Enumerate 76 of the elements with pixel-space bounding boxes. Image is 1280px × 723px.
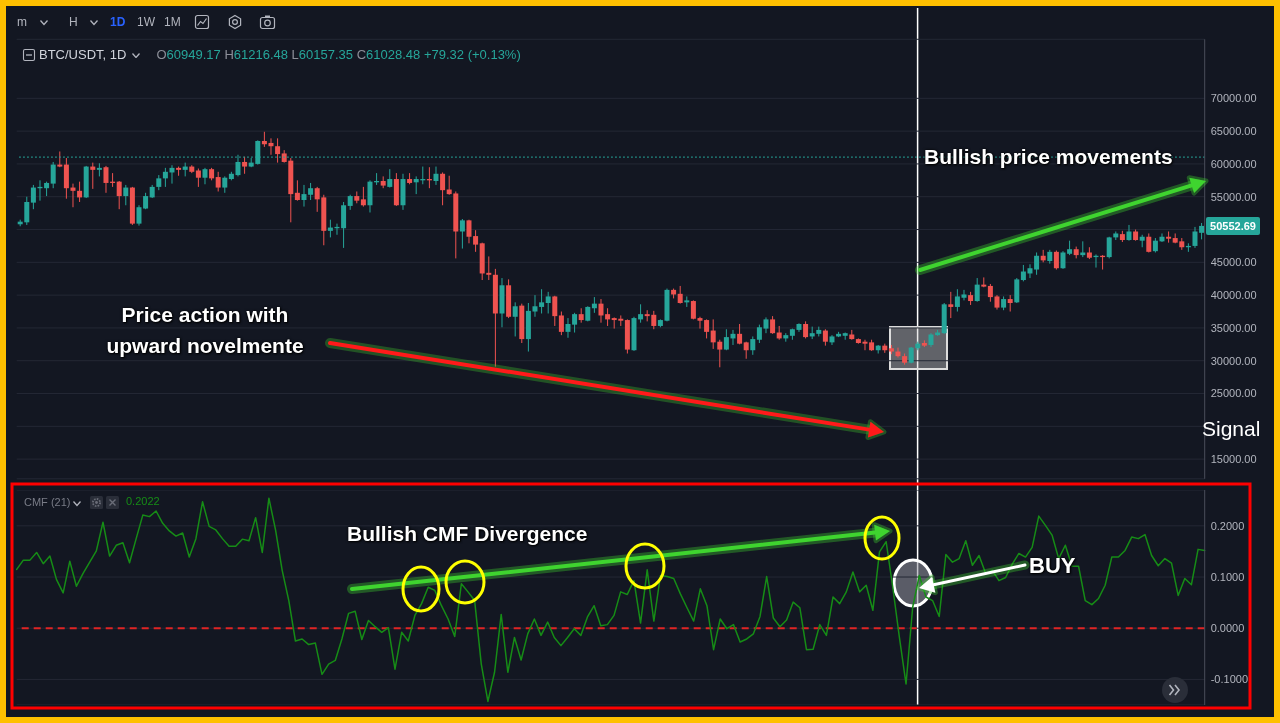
- candlestick: [572, 312, 578, 334]
- candlestick: [512, 301, 518, 337]
- annotation: BUY: [1029, 553, 1076, 579]
- candlestick: [24, 196, 30, 226]
- text: CMF (21): [24, 496, 71, 509]
- annotation: Signal: [1202, 417, 1261, 441]
- y-tick-label: 65000.00: [1210, 125, 1257, 138]
- candlestick: [1166, 231, 1172, 244]
- candlestick: [103, 165, 109, 194]
- candlestick: [195, 168, 201, 188]
- candlestick: [294, 179, 300, 202]
- candlestick: [116, 180, 122, 210]
- candlestick: [341, 201, 347, 249]
- y-tick-label: 0.1000: [1210, 570, 1245, 583]
- candlestick: [63, 157, 69, 200]
- y-tick-label: 0.0000: [1210, 622, 1245, 635]
- text: O60949.17 H61216.48 L60157.35 C61028.48 +79.32 (+0.13%): [156, 47, 521, 62]
- candlestick: [360, 186, 366, 208]
- candlestick: [77, 181, 83, 203]
- candlestick: [638, 303, 644, 324]
- candlestick: [545, 291, 551, 314]
- candlestick: [90, 162, 96, 190]
- candlestick: [717, 339, 723, 368]
- y-tick-label: 30000.00: [1210, 354, 1257, 367]
- candlestick: [1034, 251, 1040, 276]
- candlestick: [162, 167, 168, 188]
- annotation: Bullish price movements: [924, 145, 1173, 169]
- candlestick: [50, 161, 56, 189]
- text: m: [17, 15, 27, 29]
- y-tick-label: 40000.00: [1210, 289, 1257, 302]
- candlestick: [440, 171, 446, 206]
- candlestick: [750, 335, 756, 356]
- text: 1M: [164, 15, 181, 29]
- y-tick-label: 0.2000: [1210, 519, 1245, 532]
- y-tick-label: 60000.00: [1210, 157, 1257, 170]
- candlestick: [704, 318, 710, 339]
- annotation: 0.2022: [126, 495, 160, 507]
- y-tick-label: 15000.00: [1210, 453, 1257, 466]
- annotation: Price action with upward novelmente: [105, 302, 305, 359]
- candlestick: [301, 184, 307, 208]
- candlestick: [275, 137, 281, 164]
- candlestick: [123, 184, 129, 206]
- y-tick-label: -0.1000: [1210, 673, 1249, 686]
- y-tick-label: 70000.00: [1210, 92, 1257, 105]
- candlestick: [433, 166, 439, 186]
- text: 1D: [110, 15, 126, 29]
- candlestick: [684, 295, 690, 308]
- candlestick: [565, 317, 571, 339]
- candlestick: [367, 179, 373, 213]
- y-tick-label: 45000.00: [1210, 256, 1257, 269]
- candlestick: [1053, 250, 1059, 271]
- text: 1W: [137, 15, 155, 29]
- candlestick: [215, 171, 221, 192]
- candlestick: [459, 218, 465, 250]
- candlestick: [710, 318, 716, 350]
- candlestick: [1192, 226, 1198, 249]
- text: 50552.69: [1206, 216, 1260, 235]
- annotation: Bullish CMF Divergence: [347, 522, 588, 546]
- candlestick: [70, 183, 76, 208]
- candlestick: [539, 288, 545, 314]
- candlestick: [387, 168, 393, 189]
- candlestick: [30, 184, 36, 210]
- candlestick: [948, 291, 954, 319]
- candlestick: [1014, 277, 1020, 304]
- y-tick-label: 55000.00: [1210, 190, 1257, 203]
- candlestick: [598, 298, 604, 324]
- text: BTC/USDT, 1D: [39, 47, 127, 63]
- y-tick-label: 35000.00: [1210, 321, 1257, 334]
- candlestick: [486, 255, 492, 281]
- text: H: [69, 15, 78, 29]
- candlestick: [558, 311, 564, 336]
- candlestick: [974, 277, 980, 303]
- candlestick: [552, 295, 558, 327]
- candlestick: [136, 204, 142, 227]
- candlestick: [473, 229, 479, 253]
- y-tick-label: 25000.00: [1210, 387, 1257, 400]
